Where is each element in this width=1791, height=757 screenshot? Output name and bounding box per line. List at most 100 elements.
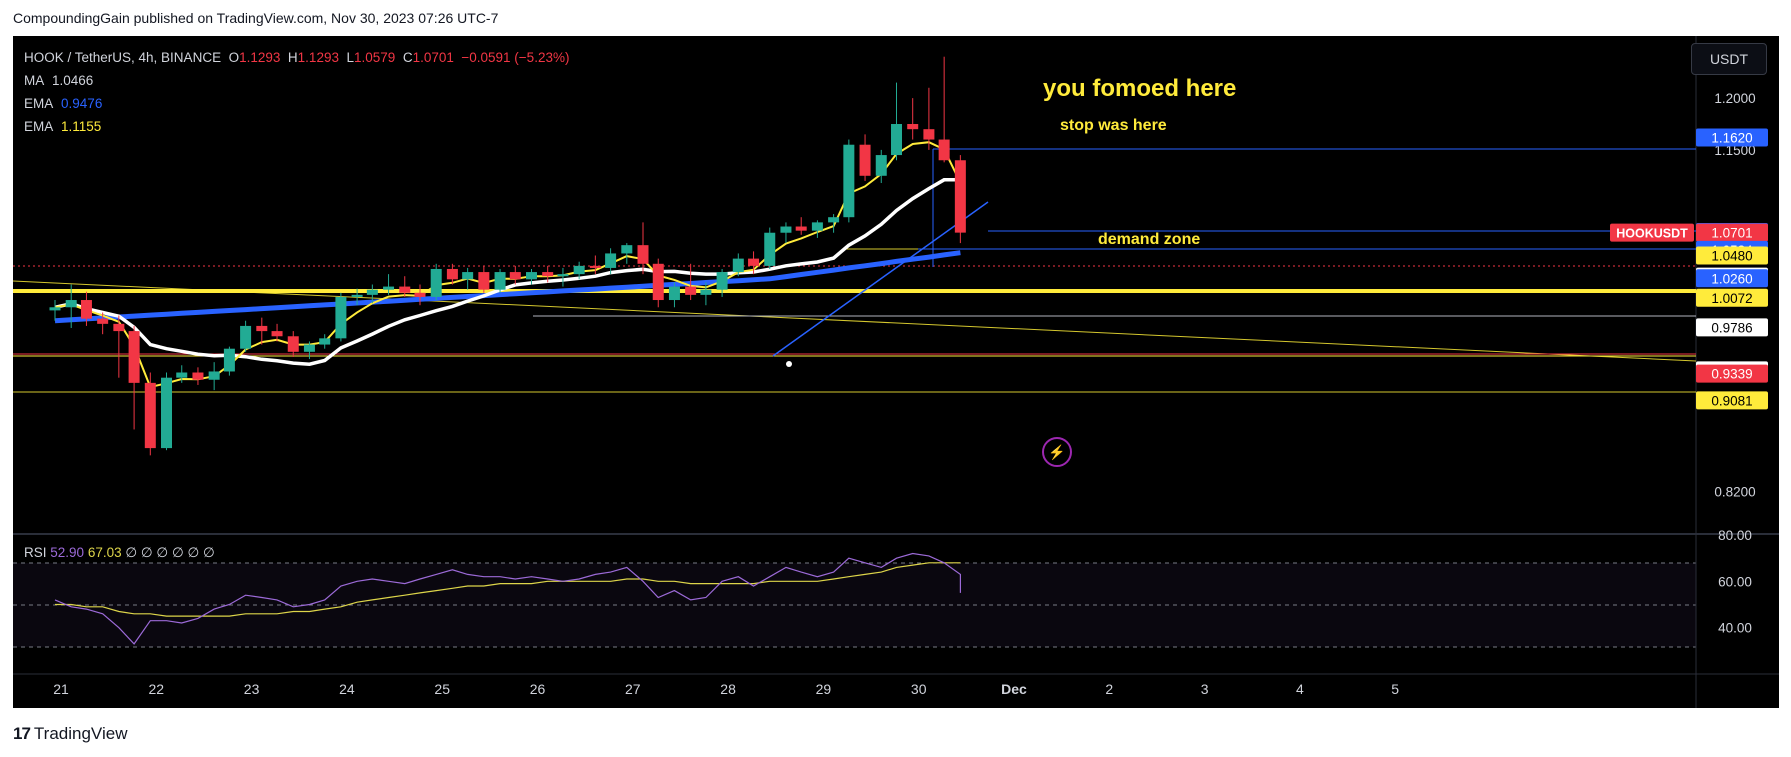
legend-ema2-value: 1.1155 [61,119,102,134]
uptrend-line [772,201,989,357]
lightning-icon[interactable] [1042,437,1072,467]
legend-o-value: 1.1293 [239,50,281,65]
price-label[interactable]: 0.9786 [1696,318,1768,337]
candle-body [700,289,712,295]
candle-body [668,286,680,301]
price-label[interactable]: 0.9081 [1696,391,1768,410]
price-label[interactable]: 1.0072 [1696,288,1768,307]
candle-body [748,258,760,266]
candle [859,134,871,181]
candle [430,263,442,301]
symbol-tag: HOOKUSDT [1616,227,1688,241]
candle [907,98,919,140]
candle-body [795,226,807,231]
price-label-text: 0.9786 [1711,320,1752,335]
candle-body [843,144,855,218]
rsi-ma-line [55,562,961,617]
chart-legend: HOOK / TetherUS, 4h, BINANCE O1.1293 H1.… [24,46,569,138]
price-label[interactable]: 1.1620 [1696,128,1768,147]
x-tick-label: 26 [530,681,546,697]
candle [890,82,902,161]
candle [605,248,617,275]
x-tick-label: 27 [625,681,641,697]
candle-body [240,325,252,349]
rsi-ma-value: 67.03 [87,545,122,560]
price-label-text: 0.9081 [1711,393,1752,408]
candle-body [828,217,840,223]
legend-o-label: O [228,50,240,65]
tradingview-logo[interactable]: 17 TradingView [13,724,127,744]
candle-body [414,292,426,297]
candle [80,291,92,326]
price-label[interactable]: 0.9339 [1696,364,1768,383]
candle [383,274,395,295]
currency-button[interactable]: USDT [1691,43,1767,75]
price-label-bg [1696,364,1768,383]
x-tick-label: 30 [911,681,927,697]
candle [271,323,283,342]
candle [462,267,474,290]
price-label-text: 1.0260 [1711,271,1752,286]
legend-h-label: H [287,50,298,65]
price-label-text: 0.9339 [1711,367,1752,382]
ema-yellow-line [54,141,962,389]
price-labels[interactable]: 1.16201.07071.0701HOOKUSDT01:33:391.0534… [1610,128,1768,410]
candle [192,367,204,385]
candle [843,139,855,223]
candle-body [271,331,283,337]
candle-body [923,129,935,140]
chart-svg[interactable]: you fomoed here stop was here demand zon… [12,36,1779,708]
x-tick-label: 22 [149,681,165,697]
candle-body [732,258,744,273]
chart-frame[interactable]: you fomoed here stop was here demand zon… [12,36,1779,708]
annotation-stop: stop was here [1060,117,1167,134]
rsi-label: RSI [24,545,47,560]
candle [161,372,173,451]
price-label-bg [1696,318,1768,337]
price-label[interactable]: 1.0260 [1696,269,1768,288]
candle-body [621,245,633,254]
candle [176,365,188,383]
candle-body [383,286,395,290]
candle [811,220,823,238]
candle-body [494,272,506,290]
legend-ema2-row: EMA 1.1155 [24,115,569,138]
symbol-tag-bg [1610,223,1694,242]
candle [223,346,235,376]
price-label-text: 1.0480 [1711,249,1752,264]
candle-body [97,318,109,324]
x-tick-label: 3 [1201,681,1209,697]
candle [780,222,792,244]
candle-body [446,268,458,280]
candle [685,263,697,301]
candle-body [399,286,411,293]
tradingview-logo-text: TradingView [33,724,128,743]
candle-body [764,232,776,266]
price-label-bg [1696,269,1768,288]
candle [668,282,680,308]
ma-white-line [54,178,961,366]
candle [478,265,490,293]
candle [526,268,537,285]
candle [954,155,966,244]
price-label-text: 1.0701 [1711,226,1752,241]
price-label[interactable]: 1.0480 [1696,246,1768,265]
candle-body [208,371,220,380]
candle [414,284,426,306]
candle-body [287,336,299,352]
price-label-bg [1696,391,1768,410]
price-label-text: 1.0072 [1711,291,1752,306]
candle [49,300,61,321]
rsi-tick-label: 60.00 [1718,574,1752,589]
published-line: CompoundingGain published on TradingView… [13,10,499,26]
candle-body [192,372,204,380]
legend-ema1-label: EMA [24,96,54,111]
candle [923,87,935,150]
candle-body [176,372,188,378]
price-label-bg [1696,246,1768,265]
candle-body [652,263,664,301]
candle [256,317,268,345]
candle-body [716,272,728,290]
candle [287,331,299,357]
candle [351,288,363,306]
